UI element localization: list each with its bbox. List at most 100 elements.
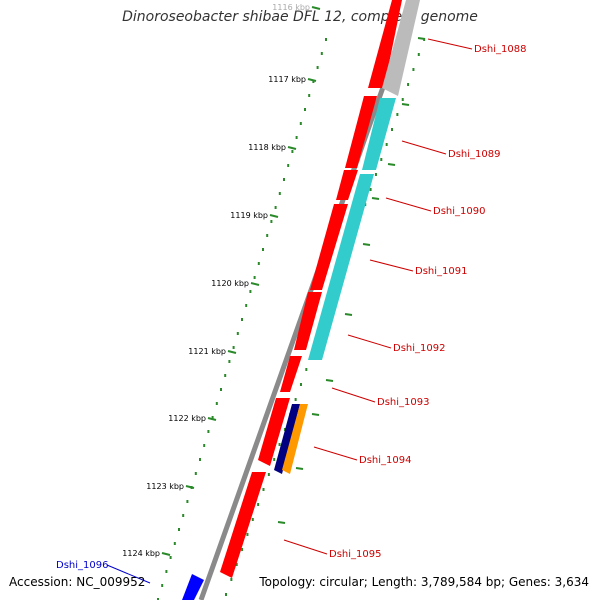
gc-dot: [235, 563, 238, 566]
gc-dot: [257, 503, 260, 506]
gene-leader-line: [331, 387, 376, 403]
cds-reverse[interactable]: [182, 574, 204, 600]
gene-label[interactable]: Dshi_1094: [359, 455, 411, 466]
gene-label[interactable]: Dshi_1090: [433, 206, 485, 217]
gc-dot: [316, 66, 319, 69]
gc-dot: [157, 598, 159, 600]
gc-dot: [228, 360, 231, 363]
gene-label[interactable]: Dshi_1091: [415, 266, 467, 277]
gene-leader-line: [106, 564, 151, 584]
gc-dot: [294, 398, 297, 401]
gc-dot: [374, 173, 377, 176]
gc-dot: [273, 458, 276, 461]
gc-dash: [371, 197, 380, 200]
gc-dot: [230, 578, 233, 581]
gc-dot: [232, 346, 235, 349]
genome-summary: Topology: circular; Length: 3,789,584 bp…: [259, 575, 589, 589]
gc-dot: [236, 332, 239, 335]
gc-dot: [182, 514, 185, 517]
gc-dash: [417, 37, 426, 40]
gc-dot: [291, 150, 294, 153]
kbp-tick-mark: [307, 78, 317, 82]
gc-dot: [407, 83, 410, 86]
gc-dash: [344, 313, 353, 316]
gc-dot: [369, 188, 372, 191]
cds-forward[interactable]: [294, 292, 322, 350]
cds-forward[interactable]: [310, 204, 348, 290]
gc-dot: [225, 593, 228, 596]
gene-label[interactable]: Dshi_1096: [56, 560, 108, 571]
gene-leader-line: [427, 38, 473, 50]
cds-reverse[interactable]: [382, 0, 420, 96]
gc-dot: [278, 192, 281, 195]
gc-dot: [412, 68, 415, 71]
gc-dot: [211, 416, 214, 419]
gc-dot: [246, 533, 249, 536]
cds-forward[interactable]: [368, 0, 402, 88]
gc-dash: [311, 413, 320, 416]
gc-dot: [299, 122, 302, 125]
cds-forward[interactable]: [258, 398, 290, 466]
gc-dot: [267, 473, 270, 476]
cds-reverse[interactable]: [308, 174, 374, 360]
gc-dot: [295, 136, 298, 139]
gc-dot: [417, 53, 420, 56]
cds-reverse[interactable]: [282, 404, 308, 474]
gc-dot: [220, 388, 222, 391]
gc-dot: [320, 52, 323, 55]
gc-dot: [308, 94, 311, 97]
cds-forward[interactable]: [336, 170, 358, 200]
gc-dot: [380, 158, 383, 161]
gc-dot: [325, 38, 327, 41]
gene-leader-line: [347, 334, 392, 349]
gc-dot: [186, 500, 189, 503]
gc-dash: [362, 243, 371, 246]
gc-dot: [305, 368, 308, 371]
cds-forward[interactable]: [280, 356, 302, 392]
gene-label[interactable]: Dshi_1089: [448, 149, 500, 160]
gc-dot: [401, 98, 404, 101]
kbp-tick-mark: [269, 214, 279, 218]
gc-dot: [391, 128, 394, 131]
kbp-tick-mark: [250, 282, 260, 286]
gene-leader-line: [369, 259, 414, 272]
gc-dot: [165, 570, 168, 573]
gene-label[interactable]: Dshi_1088: [474, 44, 526, 55]
kbp-tick-mark: [287, 146, 297, 150]
gene-leader-line: [385, 197, 432, 212]
kbp-tick-label: 1119 kbp: [230, 211, 268, 220]
kbp-tick-label: 1117 kbp: [268, 75, 306, 84]
kbp-tick-label: 1123 kbp: [146, 482, 184, 491]
gc-dot: [251, 518, 254, 521]
kbp-tick-mark: [311, 6, 321, 10]
gene-label[interactable]: Dshi_1095: [329, 549, 381, 560]
kbp-scale: 1116 kbp 1117 kbp 1118 kbp 1119 kbp 1120 kbp…: [122, 3, 321, 558]
cds-forward[interactable]: [345, 96, 377, 168]
gene-labels: Dshi_1088 Dshi_1089 Dshi_1090 Dshi_1091 Dshi…: [56, 38, 526, 584]
gc-dot: [287, 164, 290, 167]
gene-label[interactable]: Dshi_1092: [393, 343, 445, 354]
gc-content-inner-track: [157, 38, 327, 600]
gc-dash: [277, 521, 286, 524]
gene-label[interactable]: Dshi_1093: [377, 397, 429, 408]
gc-dot: [194, 472, 197, 475]
gene-leader-line: [313, 446, 358, 461]
cds-forward[interactable]: [220, 472, 266, 578]
gc-dash: [295, 467, 304, 470]
gc-dot: [278, 443, 281, 446]
gc-dot: [396, 113, 399, 116]
gc-dot: [245, 304, 248, 307]
gc-dash: [401, 103, 410, 106]
cds-reverse[interactable]: [362, 98, 396, 170]
cds-reverse[interactable]: [274, 404, 300, 474]
gene-leader-line: [401, 140, 447, 155]
gc-dot: [299, 383, 302, 386]
gc-dot: [215, 402, 218, 405]
gc-dot: [178, 528, 180, 531]
gc-dot: [266, 234, 269, 237]
kbp-tick-mark: [161, 552, 171, 556]
kbp-tick-label: 1120 kbp: [211, 279, 249, 288]
kbp-tick-label: 1116 kbp: [272, 3, 310, 12]
gc-dot: [249, 290, 252, 293]
